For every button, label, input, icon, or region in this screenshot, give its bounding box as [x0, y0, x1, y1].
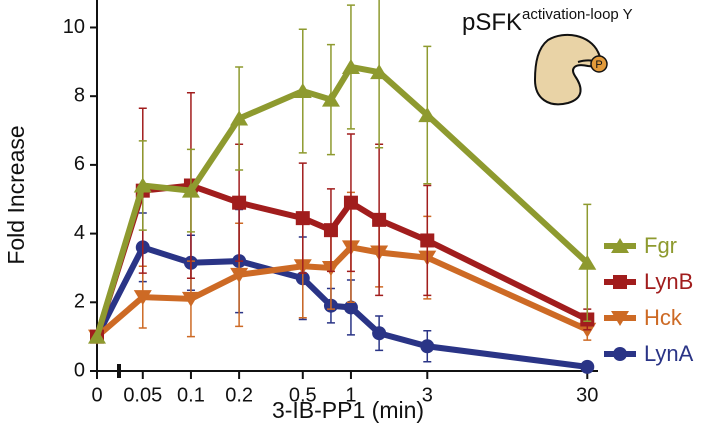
- y-tick-label: 2: [74, 291, 85, 313]
- point: [293, 83, 312, 99]
- series-line: [94, 182, 589, 338]
- x-tick-label: 1: [345, 384, 356, 406]
- series-line: [94, 243, 588, 370]
- x-tick-label: 30: [576, 384, 598, 406]
- chart-title-superscript: activation-loop Y: [522, 6, 633, 23]
- x-tick-label: 0.5: [289, 384, 317, 406]
- x-tick-label: 3: [422, 384, 433, 406]
- point: [372, 326, 387, 341]
- kinase-shape: [533, 33, 602, 106]
- point: [343, 300, 358, 315]
- kinase-icon: P: [533, 33, 608, 106]
- point: [232, 195, 247, 210]
- series-line: [94, 63, 590, 338]
- series-line: [95, 244, 589, 339]
- x-tick-label: 0.1: [177, 384, 205, 406]
- chart-title: pSFK: [462, 9, 522, 36]
- point: [88, 328, 106, 344]
- point: [323, 223, 338, 238]
- point: [341, 58, 360, 74]
- series: [90, 208, 595, 374]
- point: [230, 267, 249, 283]
- legend-marker: [613, 275, 627, 289]
- chart-title-group: pSFKactivation-loop Y: [462, 6, 633, 36]
- legend-label: LynB: [644, 269, 693, 294]
- phospho-circle: [590, 55, 608, 73]
- legend-label: Fgr: [644, 233, 677, 258]
- point: [372, 212, 387, 227]
- x-tick-label: 0.2: [225, 384, 253, 406]
- point: [580, 359, 595, 374]
- x-axis-label: 3-IB-PP1 (min): [272, 397, 424, 423]
- point: [578, 254, 597, 270]
- y-tick-label: 8: [74, 84, 85, 106]
- legend-marker: [611, 238, 629, 253]
- point: [343, 195, 358, 210]
- point: [295, 211, 310, 226]
- x-tick-label: 0.05: [123, 384, 162, 406]
- point: [181, 182, 200, 198]
- point: [230, 110, 249, 126]
- series: [88, 0, 597, 344]
- y-tick-label: 0: [74, 359, 85, 381]
- legend-label: Hck: [644, 305, 683, 330]
- legend-label: LynA: [644, 341, 694, 366]
- point: [181, 291, 200, 307]
- legend-marker: [611, 311, 629, 326]
- y-tick-label: 10: [63, 16, 85, 38]
- point: [321, 91, 340, 107]
- point: [370, 64, 389, 80]
- point: [133, 290, 152, 306]
- point: [133, 177, 152, 193]
- legend-marker: [613, 347, 627, 361]
- phospho-label: P: [595, 59, 602, 71]
- y-tick-label: 6: [74, 153, 85, 175]
- y-axis-label: Fold Increase: [3, 125, 29, 264]
- y-tick-label: 4: [74, 222, 85, 244]
- point: [420, 339, 435, 354]
- point: [418, 107, 437, 123]
- point: [420, 233, 435, 248]
- x-tick-label: 0: [91, 384, 102, 406]
